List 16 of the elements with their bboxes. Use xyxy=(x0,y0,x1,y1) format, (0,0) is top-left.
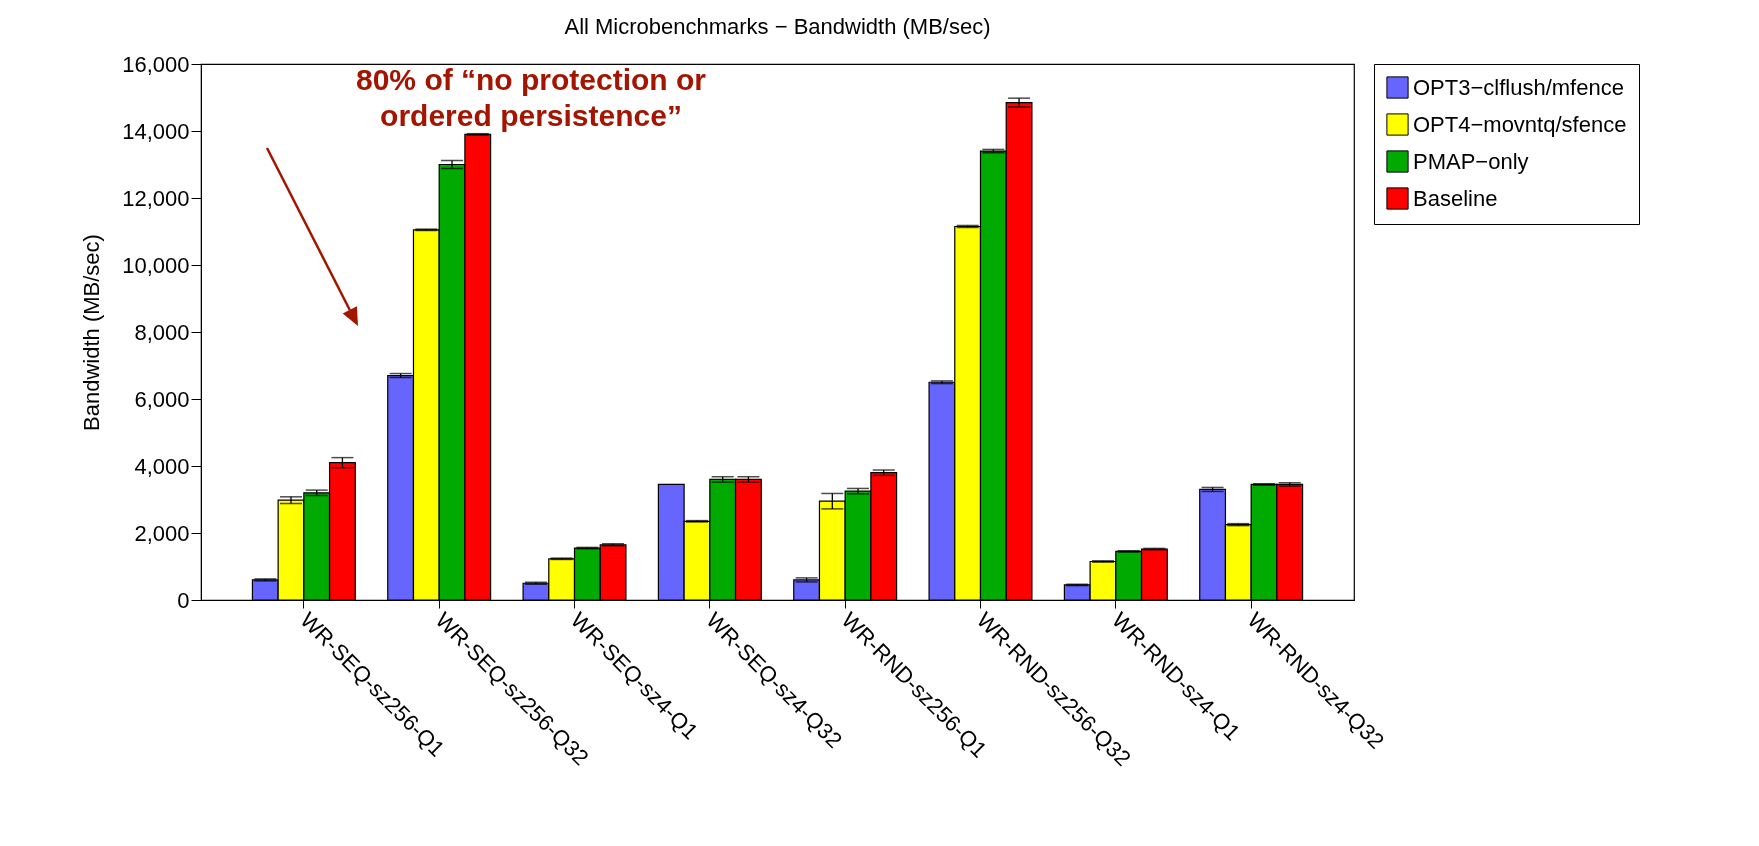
chart-title: All Microbenchmarks − Bandwidth (MB/sec) xyxy=(564,14,991,39)
y-tick-label: 6,000 xyxy=(134,386,190,412)
legend-label: Baseline xyxy=(1413,185,1498,211)
legend-label: PMAP−only xyxy=(1413,148,1529,174)
y-axis-title: Bandwidth (MB/sec) xyxy=(79,234,105,431)
y-tick-label: 2,000 xyxy=(134,520,190,546)
y-tick-label: 4,000 xyxy=(134,453,190,479)
y-tick-label: 10,000 xyxy=(122,252,190,278)
y-tick-label: 16,000 xyxy=(122,51,190,77)
y-tick-label: 12,000 xyxy=(122,185,190,211)
annotation: 80% of “no protection or ordered persistence” xyxy=(355,63,707,132)
legend-label: OPT4−movntq/sfence xyxy=(1413,111,1627,137)
y-tick-label: 8,000 xyxy=(134,319,190,345)
y-tick-label: 14,000 xyxy=(122,118,190,144)
legend-label: OPT3−clflush/mfence xyxy=(1413,74,1624,100)
y-tick-label: 0 xyxy=(177,587,190,613)
